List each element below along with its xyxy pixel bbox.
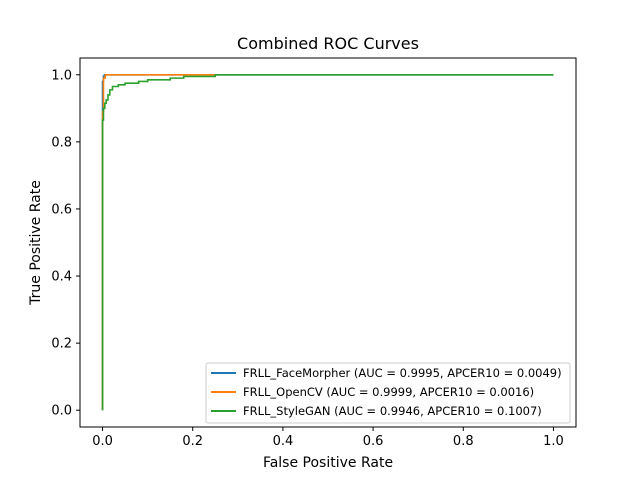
legend-label-facemorpher: FRLL_FaceMorpher (AUC = 0.9995, APCER10 …: [243, 366, 562, 380]
y-axis-label: True Positive Rate: [28, 180, 44, 306]
legend-label-stylegan: FRLL_StyleGAN (AUC = 0.9946, APCER10 = 0…: [243, 404, 542, 418]
roc-curve-stylegan: [101, 73, 554, 411]
legend: FRLL_FaceMorpher (AUC = 0.9995, APCER10 …: [205, 362, 571, 424]
legend-box: [205, 362, 571, 424]
x-tick-label: 0.4: [273, 434, 294, 449]
y-tick-label: 0.6: [51, 202, 72, 217]
x-tick-label: 0.2: [182, 434, 203, 449]
x-tick-label: 0.8: [453, 434, 474, 449]
x-tick-label: 0.6: [363, 434, 384, 449]
x-axis-label: False Positive Rate: [263, 455, 393, 471]
x-tick-label: 1.0: [543, 434, 564, 449]
series-layer: [101, 73, 554, 411]
y-tick-label: 0.2: [51, 337, 72, 352]
roc-curve-opencv: [101, 73, 216, 411]
legend-label-opencv: FRLL_OpenCV (AUC = 0.9999, APCER10 = 0.0…: [243, 385, 534, 399]
y-tick-label: 1.0: [51, 68, 72, 83]
y-tick-label: 0.4: [51, 270, 72, 285]
x-tick-label: 0.0: [92, 434, 113, 449]
y-tick-label: 0.8: [51, 135, 72, 150]
chart-title: Combined ROC Curves: [237, 34, 419, 53]
roc-curve-facemorpher: [101, 73, 554, 411]
x-axis-ticks: 0.0 0.2 0.4 0.6 0.8 1.0: [92, 427, 564, 449]
y-tick-label: 0.0: [51, 404, 72, 419]
y-axis-ticks: 0.0 0.2 0.4 0.6 0.8 1.0: [51, 68, 80, 419]
plot-frame: [79, 57, 577, 428]
